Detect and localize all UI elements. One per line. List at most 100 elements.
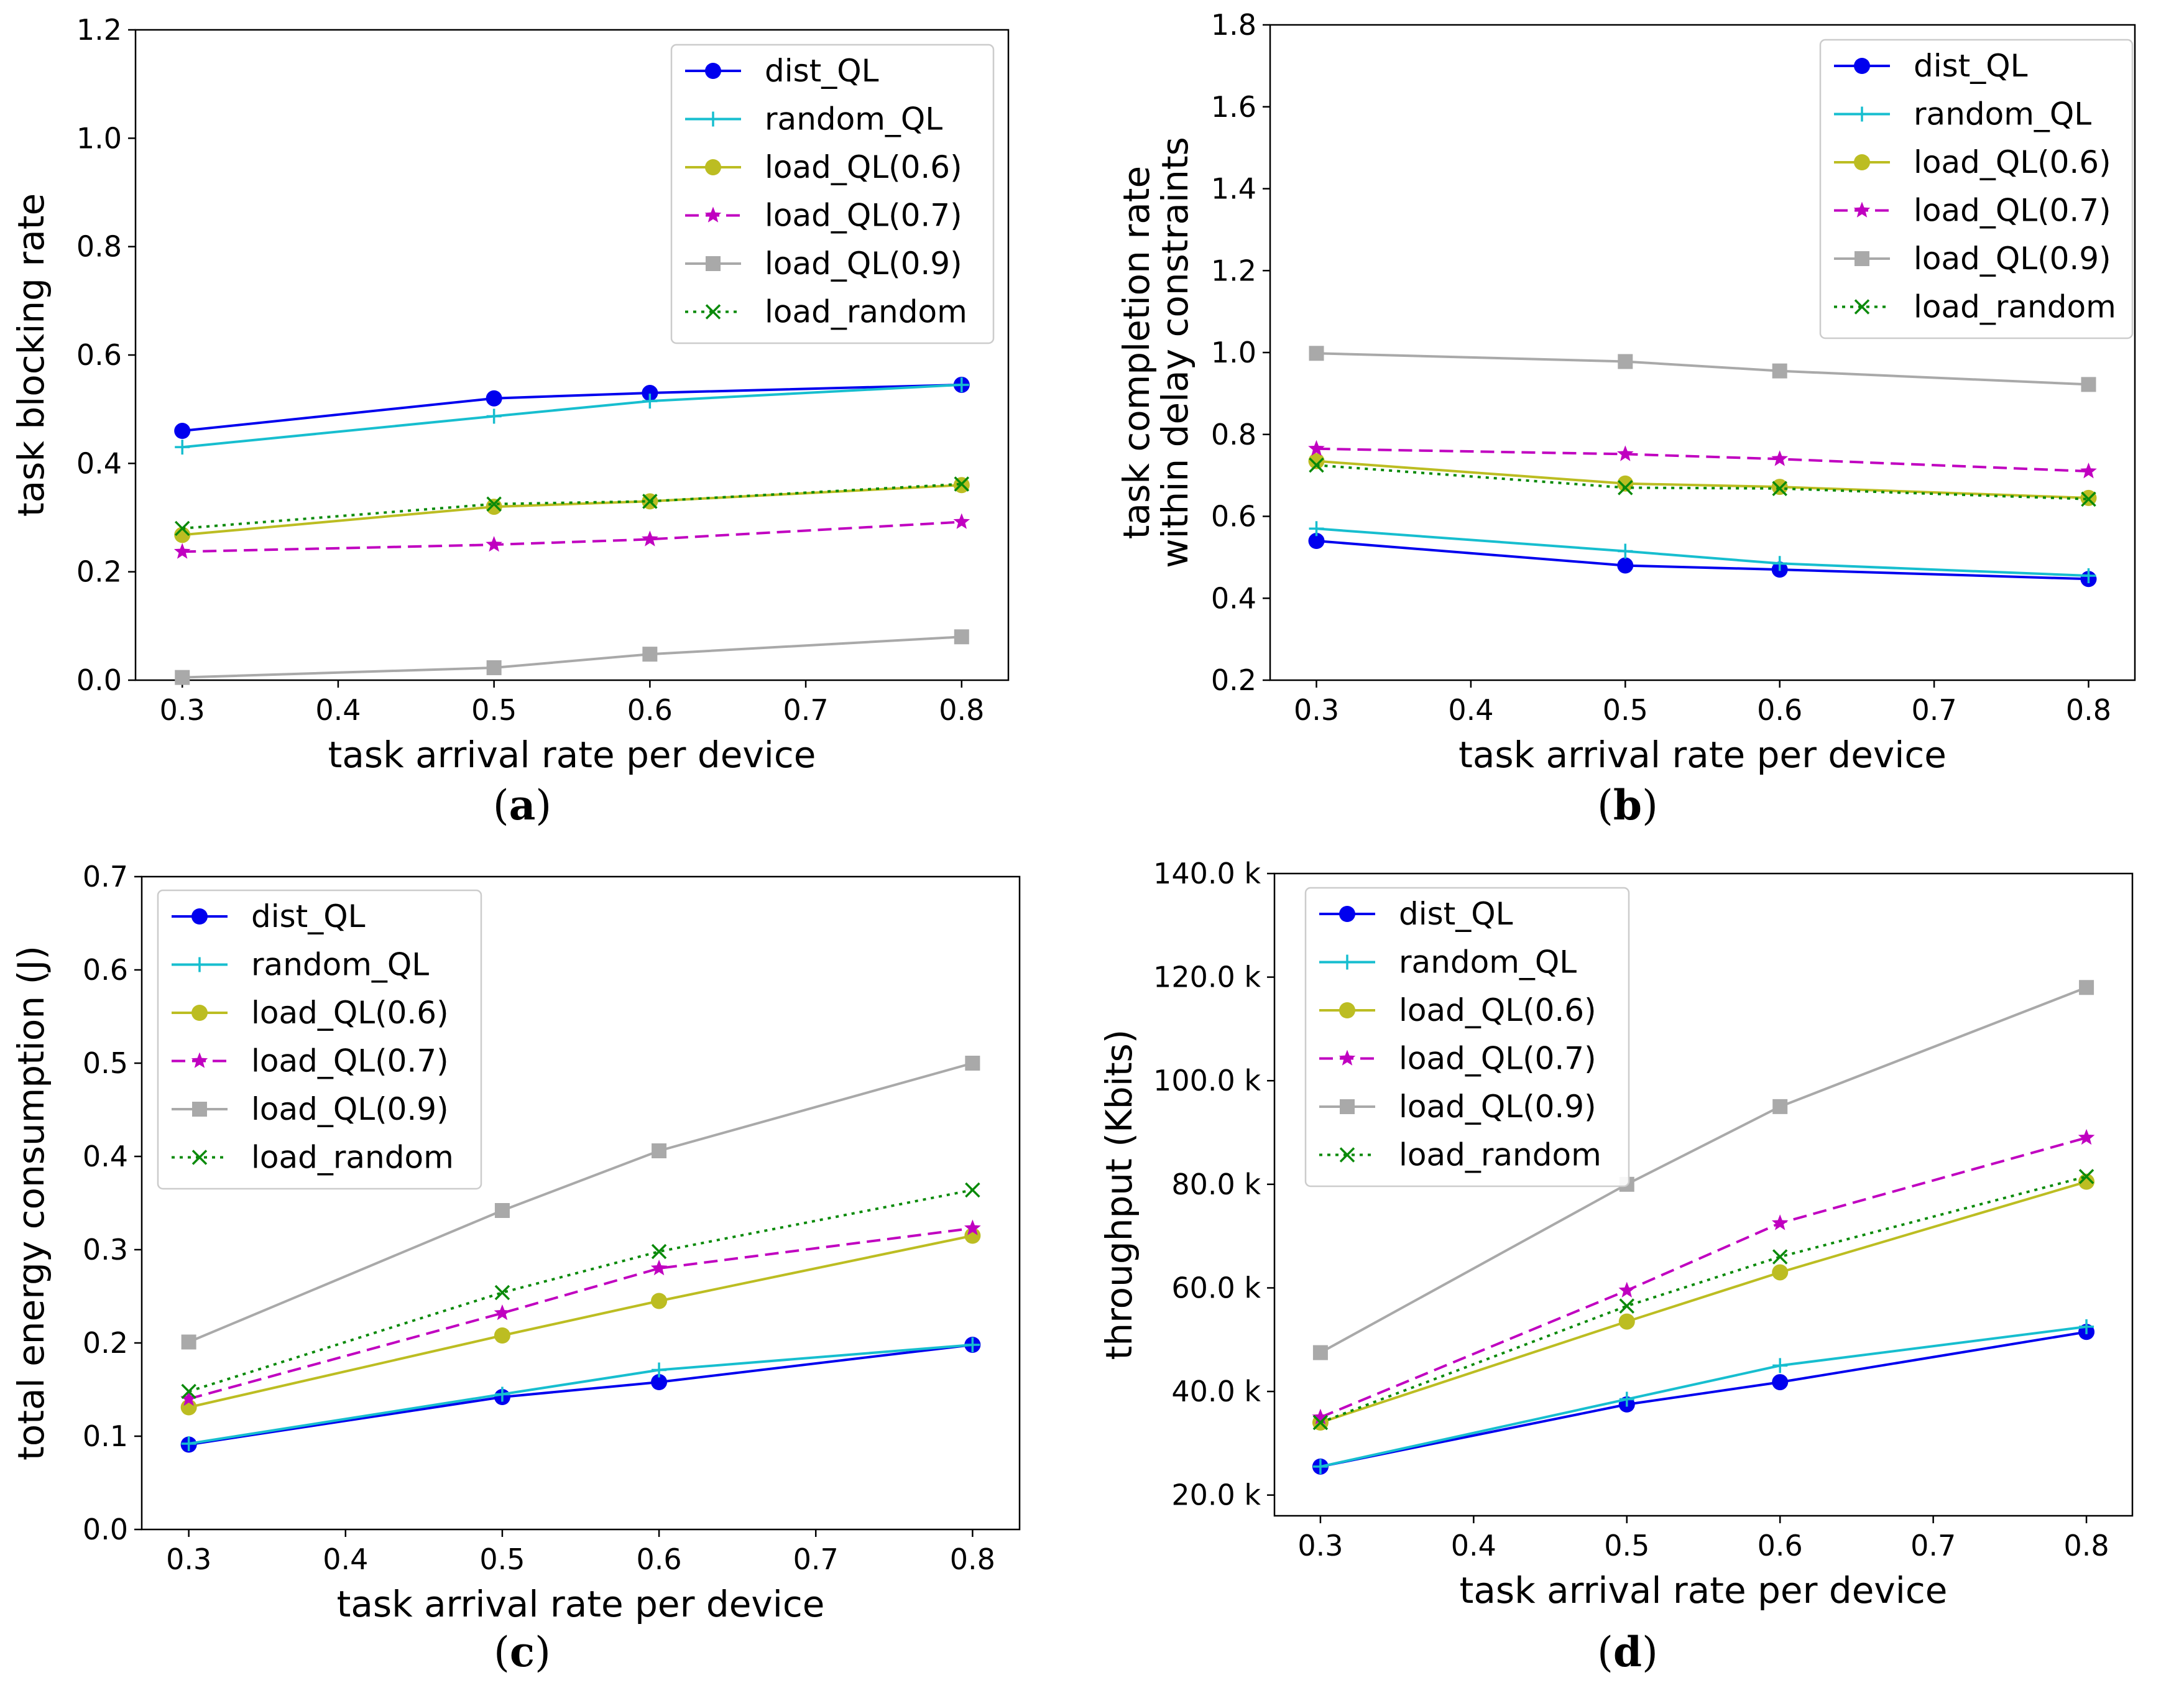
series-line-dist_QL	[188, 1344, 973, 1446]
data-point-load_random	[651, 1243, 667, 1260]
data-point-random_QL	[1772, 1358, 1788, 1373]
data-point-load_QL(0.7)	[1617, 445, 1634, 461]
data-point-load_random	[1772, 1249, 1788, 1265]
series-line-load_QL(0.7)	[182, 520, 962, 553]
data-point-random_QL	[642, 394, 658, 409]
data-point-load_QL(0.7)	[486, 536, 502, 552]
data-point-load_random	[494, 1284, 510, 1301]
data-point-dist_QL	[1617, 557, 1634, 574]
y-tick-label: 0.1	[83, 1419, 128, 1453]
data-point-load_QL(0.7)	[494, 1304, 511, 1321]
y-tick-label: 0.2	[76, 555, 122, 589]
data-point-random_QL	[1618, 543, 1633, 559]
data-point-load_QL(0.9)	[642, 647, 658, 662]
x-tick-label: 0.5	[479, 1543, 525, 1576]
legend-label: load_QL(0.7)	[251, 1043, 449, 1079]
panel-a: 0.3 0.4 0.5 0.6 0.7 0.8 0.0 0.2 0.4 0.6 0.8 1.0 1.2 t…	[10, 13, 1010, 829]
data-point-random_QL	[486, 408, 502, 424]
legend-label: load_QL(0.7)	[1399, 1041, 1597, 1077]
legend-marker	[1853, 201, 1871, 218]
legend-marker	[1339, 906, 1355, 922]
y-tick-label: 0.4	[76, 446, 122, 480]
data-point-load_QL(0.7)	[1308, 440, 1325, 456]
data-point-load_QL(0.9)	[954, 629, 969, 645]
y-tick-label: 0.8	[76, 230, 122, 264]
y-tick-label: 40.0 k	[1171, 1375, 1261, 1408]
data-point-dist_QL	[1772, 1374, 1789, 1391]
legend-box	[157, 889, 482, 1190]
y-axis-label: total energy consumption (J)	[10, 946, 52, 1460]
legend-marker	[191, 1150, 208, 1165]
plot-frame	[1273, 872, 2134, 1517]
y-tick-label: 1.0	[76, 121, 122, 155]
data-point-random_QL	[2081, 568, 2096, 584]
data-point-load_random	[2078, 1169, 2094, 1184]
x-tick-label: 0.5	[1603, 693, 1648, 727]
y-tick-label: 0.8	[1211, 418, 1256, 451]
data-point-load_QL(0.9)	[965, 1056, 980, 1071]
legend-marker	[704, 206, 722, 223]
data-point-load_QL(0.6)	[486, 499, 502, 515]
series-line-load_QL(0.9)	[1319, 986, 2087, 1354]
data-point-dist_QL	[486, 390, 502, 407]
x-tick-label: 0.3	[1297, 1529, 1343, 1562]
data-point-load_QL(0.7)	[953, 513, 970, 529]
series-line-load_QL(0.9)	[1316, 352, 2089, 386]
y-tick-label: 80.0 k	[1171, 1168, 1261, 1201]
legend-marker	[705, 159, 721, 175]
legend-box	[1819, 39, 2134, 339]
x-tick-label: 0.7	[793, 1543, 839, 1576]
data-point-load_QL(0.7)	[1771, 450, 1788, 466]
x-tick-label: 0.3	[160, 693, 205, 727]
x-tick-label: 0.4	[315, 693, 361, 727]
x-tick-label: 0.8	[939, 693, 984, 727]
legend-marker	[191, 1005, 208, 1021]
data-point-random_QL	[1312, 1459, 1328, 1474]
data-point-random_QL	[954, 377, 969, 392]
legend-marker	[191, 908, 208, 925]
legend-marker	[705, 63, 721, 79]
series-line-load_random	[1316, 464, 2089, 500]
y-axis-label: within delay constraints	[1154, 137, 1196, 568]
y-tick-label: 120.0 k	[1153, 961, 1261, 994]
legend-marker	[706, 256, 721, 271]
y-tick-label: 0.4	[1211, 581, 1256, 615]
y-axis-label: task completion rate	[1115, 166, 1158, 539]
series-line-load_QL(0.6)	[1316, 459, 2089, 499]
data-point-load_QL(0.7)	[1618, 1281, 1636, 1298]
legend-marker	[1339, 1002, 1355, 1018]
y-tick-label: 0.6	[83, 953, 128, 987]
legend-label: random_QL	[251, 947, 429, 983]
x-tick-label: 0.5	[1604, 1529, 1649, 1562]
series-line-load_QL(0.6)	[188, 1234, 973, 1409]
y-axis-label: throughput (Kbits)	[1098, 1030, 1140, 1360]
data-point-random_QL	[181, 1436, 196, 1451]
series-line-load_random	[182, 482, 962, 530]
panel-b: 0.3 0.4 0.5 0.6 0.7 0.8 0.2 0.4 0.6 0.8 1.0 1.2 1.4 1…	[1115, 8, 2136, 829]
series-line-load_QL(0.9)	[188, 1062, 973, 1344]
x-tick-label: 0.7	[783, 693, 828, 727]
data-point-load_QL(0.9)	[2081, 377, 2096, 392]
x-tick-label: 0.7	[1912, 693, 1957, 727]
x-tick-label: 0.4	[323, 1543, 368, 1576]
legend-label: load_QL(0.9)	[251, 1091, 449, 1127]
data-point-load_QL(0.6)	[1308, 453, 1325, 469]
series-line-random_QL	[1320, 1325, 2087, 1468]
data-point-load_random	[1309, 457, 1324, 473]
x-tick-label: 0.4	[1451, 1529, 1496, 1562]
legend-marker	[1340, 954, 1355, 970]
y-tick-label: 60.0 k	[1171, 1271, 1261, 1304]
y-tick-label: 1.2	[1211, 254, 1256, 287]
legend-marker	[1855, 251, 1869, 266]
y-tick-label: 0.7	[83, 860, 128, 893]
data-point-random_QL	[1619, 1391, 1634, 1407]
x-axis-label: task arrival rate per device	[1458, 734, 1947, 776]
legend-marker	[1339, 1147, 1355, 1163]
data-point-random_QL	[175, 440, 190, 455]
series-line-load_random	[188, 1189, 973, 1393]
data-point-load_random	[174, 520, 190, 537]
panel-caption: (d)	[1597, 1628, 1658, 1676]
x-tick-label: 0.8	[950, 1543, 995, 1576]
legend-label: load_QL(0.6)	[1399, 992, 1597, 1028]
